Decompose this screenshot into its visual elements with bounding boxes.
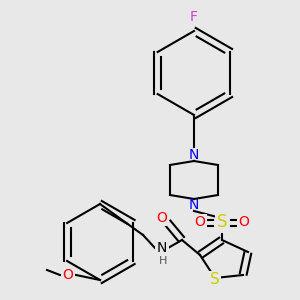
Text: O: O — [238, 215, 249, 229]
Text: S: S — [210, 272, 220, 287]
Text: H: H — [159, 256, 167, 266]
Text: N: N — [189, 148, 199, 162]
Text: N: N — [157, 241, 167, 255]
Text: O: O — [63, 268, 74, 282]
Text: O: O — [195, 215, 206, 229]
Text: N: N — [189, 198, 199, 212]
Text: F: F — [190, 10, 198, 24]
Text: O: O — [157, 211, 167, 225]
Text: S: S — [217, 213, 227, 231]
